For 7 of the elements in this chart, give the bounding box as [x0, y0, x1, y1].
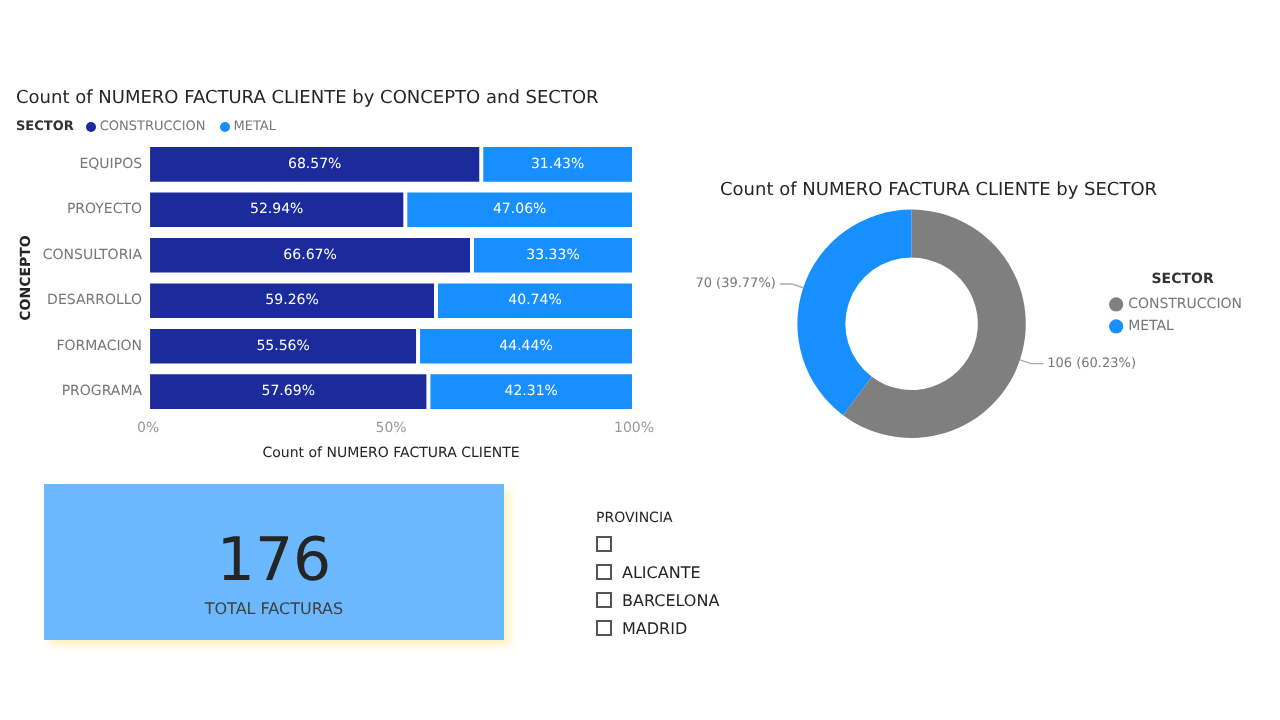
category-label: BARCELONA	[622, 591, 720, 609]
category-label: MADRID	[622, 619, 688, 637]
category-label: ALICANTE	[622, 563, 701, 581]
category-label: TOTAL FACTURAS	[202, 600, 346, 618]
chart-title: Count of NUMERO FACTURA CLIENTE by SECTOR	[720, 181, 1158, 202]
chart-title: Count of NUMERO FACTURA CLIENTE by CONCEPTO and SECTOR	[16, 89, 599, 110]
data-label: 176	[214, 526, 334, 596]
